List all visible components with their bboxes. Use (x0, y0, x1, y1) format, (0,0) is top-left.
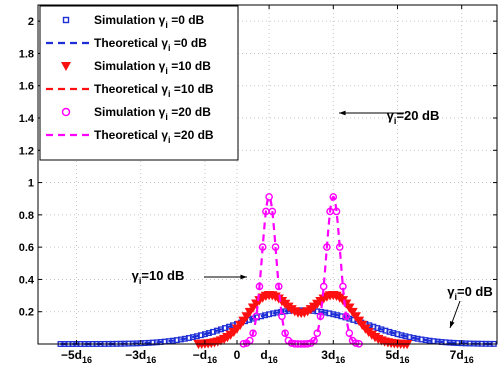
y-tick-label: 1.4 (19, 113, 35, 125)
annotation-label-text-end: =20 dB (396, 108, 439, 123)
legend-item: Simulation γi =10 dB (61, 59, 211, 76)
x-tick-label-text: 0 (234, 348, 241, 362)
legend-label-text-end: =0 dB (168, 13, 205, 27)
annotation-arrowhead (339, 110, 346, 116)
annotation-label-text: γ (447, 284, 455, 299)
legend-label: Theoretical γi =0 dB (94, 36, 207, 53)
x-tick-label-text: 3d (321, 348, 335, 362)
legend-marker (62, 16, 70, 24)
legend-label-text-end: =10 dB (171, 82, 214, 96)
annotation-label-text-end: =0 dB (457, 284, 493, 299)
y-tick-label: 1 (28, 178, 34, 190)
annotation-label: γi=20 dB (387, 108, 440, 126)
legend-label-text: Simulation γ (94, 13, 166, 27)
legend-label-subscript: i (165, 66, 168, 76)
legend-item: Theoretical γi =0 dB (46, 36, 207, 53)
legend-label-text: Theoretical γ (94, 128, 168, 142)
x-tick-label: 7d16 (450, 348, 474, 365)
x-tick-label: 0 (234, 348, 241, 362)
legend-item: Simulation γi =0 dB (62, 13, 205, 30)
legend-marker (61, 62, 71, 71)
y-tick-label: 1.6 (19, 81, 34, 93)
legend-label: Theoretical γi =20 dB (94, 128, 214, 145)
x-tick-label: −d16 (193, 348, 217, 365)
x-tick-label: −3d16 (125, 348, 156, 365)
legend-label-text: Simulation γ (94, 105, 166, 119)
annotation-label-text-end: =10 dB (141, 268, 184, 283)
x-tick-label: −5d16 (61, 348, 92, 365)
annotation-label-subscript: i (139, 276, 142, 286)
legend-label-text: Theoretical γ (94, 36, 168, 50)
y-tick-label: 1.8 (19, 48, 34, 60)
x-tick-label-text: −d (193, 348, 207, 362)
legend-label-text-end: =0 dB (171, 36, 208, 50)
legend-label-subscript: i (168, 43, 171, 53)
legend-label: Theoretical γi =10 dB (94, 82, 214, 99)
y-tick-label: 0.8 (19, 210, 34, 222)
annotation-label-subscript: i (394, 116, 397, 126)
legend-item: Simulation γi =20 dB (61, 105, 211, 122)
x-tick-label-text: −3d (125, 348, 146, 362)
legend-label-subscript: i (168, 89, 171, 99)
legend-label-text-end: =20 dB (168, 105, 211, 119)
y-tick-label: 0.4 (19, 274, 35, 286)
legend-label: Simulation γi =10 dB (94, 59, 211, 76)
x-tick-label: d16 (260, 348, 277, 365)
legend-label-text-end: =20 dB (171, 128, 214, 142)
data-point (329, 193, 338, 201)
annotation-label-text: γ (387, 108, 395, 123)
legend-label-text: Simulation γ (94, 59, 166, 73)
annotation-arrowhead (450, 321, 455, 328)
x-tick-label-text: d (260, 348, 267, 362)
x-tick-label-subscript: 16 (82, 355, 92, 365)
legend-item: Theoretical γi =10 dB (46, 82, 214, 99)
axis-ticks: 0.20.40.60.811.21.41.61.82−5d16 −3d16 −d16… (19, 5, 497, 365)
x-tick-label-subscript: 16 (146, 355, 156, 365)
x-tick-label-subscript: 16 (268, 355, 278, 365)
y-tick-label: 1.2 (19, 145, 34, 157)
annotation-label-text: γ (132, 268, 140, 283)
axes-box (37, 4, 498, 345)
legend-marker (61, 107, 71, 117)
legend-label-subscript: i (165, 112, 168, 122)
legend-label-text-end: =10 dB (168, 59, 211, 73)
legend-item: Theoretical γi =20 dB (46, 128, 214, 145)
legend-label-text: Theoretical γ (94, 82, 168, 96)
y-tick-label: 0.2 (19, 307, 34, 319)
x-tick-label-text: 5d (385, 348, 399, 362)
legend-label-subscript: i (165, 20, 168, 30)
annotation-label: γi=0 dB (447, 284, 493, 302)
x-tick-label-subscript: 16 (464, 355, 474, 365)
x-tick-label-subscript: 16 (207, 355, 217, 365)
x-tick-label-subscript: 16 (399, 355, 409, 365)
legend-label: Simulation γi =0 dB (94, 13, 205, 30)
legend-label: Simulation γi =20 dB (94, 105, 211, 122)
legend-label-subscript: i (168, 135, 171, 145)
x-tick-label-subscript: 16 (335, 355, 345, 365)
annotation-arrowhead (240, 274, 247, 280)
x-tick-label-text: 7d (450, 348, 464, 362)
annotation-label-subscript: i (454, 292, 457, 302)
annotation-label: γi=10 dB (132, 268, 185, 286)
data-point (265, 193, 273, 201)
x-tick-label: 3d16 (321, 348, 345, 365)
y-tick-label: 2 (28, 16, 34, 28)
series-line (198, 293, 408, 345)
y-tick-label: 0.6 (19, 242, 34, 254)
x-tick-label-text: −5d (61, 348, 82, 362)
x-tick-label: 5d16 (385, 348, 409, 365)
